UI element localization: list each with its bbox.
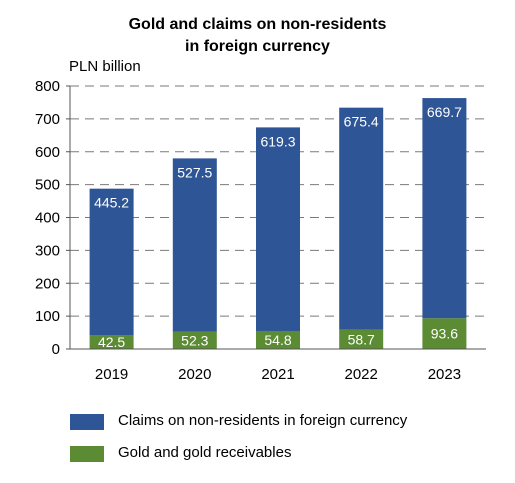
x-tick-label: 2023 <box>428 366 461 383</box>
bar-gold <box>89 335 134 349</box>
bar-claims <box>422 98 467 319</box>
labels: 0 100 200 300 400 500 600 700 800 PLN billion 42.5… <box>35 58 462 383</box>
gridlines <box>70 85 486 317</box>
x-tick-label: 2021 <box>261 366 294 383</box>
bar-gold <box>422 318 467 349</box>
bar-gold <box>339 329 384 349</box>
data-label-gold: 93.6 <box>431 326 458 342</box>
bar-claims <box>256 127 300 331</box>
y-tick-label: 800 <box>35 78 60 95</box>
x-tick-label: 2022 <box>345 366 378 383</box>
data-label-claims: 527.5 <box>177 164 212 180</box>
bar-claims <box>339 107 384 330</box>
y-tick-label: 600 <box>35 144 60 161</box>
data-label-claims: 669.7 <box>427 104 462 120</box>
chart-title-line-1: Gold and claims on non-residents <box>128 16 387 33</box>
legend-swatch-gold <box>70 446 104 462</box>
legend-label-claims: Claims on non-residents in foreign curre… <box>118 412 408 429</box>
bar-gold <box>256 330 300 349</box>
data-label-gold: 52.3 <box>181 332 208 348</box>
y-tick-label: 400 <box>35 210 60 227</box>
legend-label-gold: Gold and gold receivables <box>118 444 292 461</box>
x-tick-label: 2019 <box>95 366 128 383</box>
legend-swatch-claims <box>70 414 104 430</box>
y-tick-label: 100 <box>35 308 60 325</box>
data-label-gold: 42.5 <box>98 334 125 350</box>
y-tick-label: 500 <box>35 177 60 194</box>
data-label-claims: 675.4 <box>344 114 379 130</box>
data-label-claims: 445.2 <box>94 195 129 211</box>
y-tick-label: 700 <box>35 111 60 128</box>
y-tick-label: 0 <box>52 341 60 358</box>
y-axis-label: PLN billion <box>69 58 141 75</box>
bar-gold <box>172 331 217 349</box>
x-tick-label: 2020 <box>178 366 211 383</box>
axes <box>66 85 486 350</box>
bar-claims <box>89 188 134 336</box>
y-tick-label: 200 <box>35 275 60 292</box>
bar-claims <box>172 158 217 332</box>
chart-title: Gold and claims on non-residents in fore… <box>0 14 515 58</box>
chart-title-line-2: in foreign currency <box>185 38 330 55</box>
bars <box>89 98 467 349</box>
data-label-gold: 54.8 <box>264 332 291 348</box>
data-label-claims: 619.3 <box>260 133 295 149</box>
y-tick-label: 300 <box>35 242 60 259</box>
data-label-gold: 58.7 <box>348 331 375 347</box>
